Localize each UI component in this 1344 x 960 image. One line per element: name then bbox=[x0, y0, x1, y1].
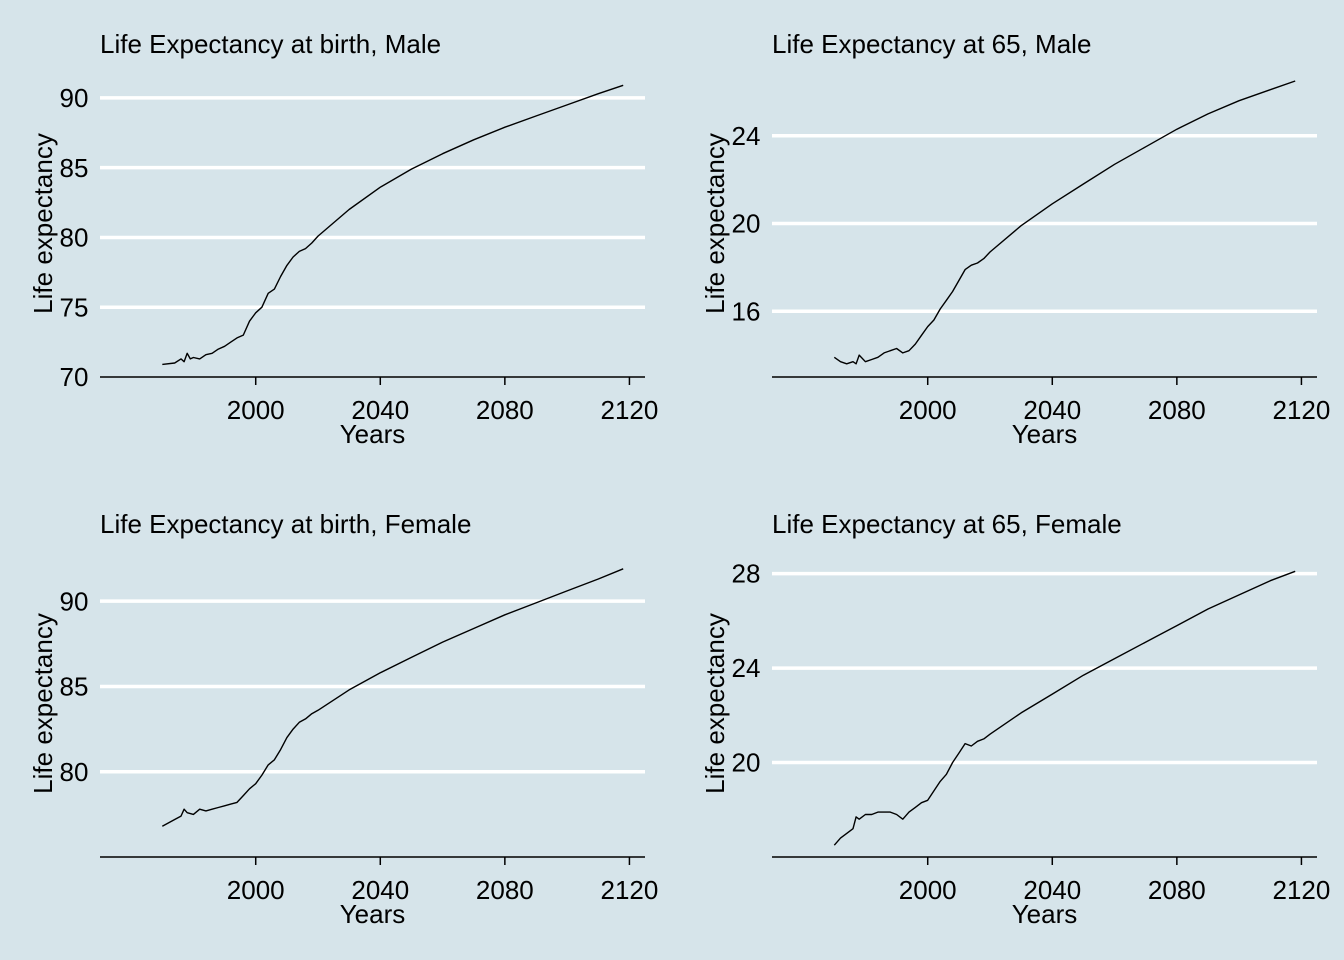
y-tick-label: 90 bbox=[60, 586, 89, 616]
chart-panel-4: Life Expectancy at 65, Female 20 24 28 2000 2… bbox=[700, 509, 1330, 929]
x-tick-label: 2040 bbox=[351, 875, 409, 905]
x-tick-label: 2040 bbox=[1023, 395, 1081, 425]
y-tick-label: 28 bbox=[732, 559, 761, 589]
x-tick-label: 2120 bbox=[1273, 395, 1331, 425]
y-tick-label: 75 bbox=[60, 292, 89, 322]
x-tick-label: 2000 bbox=[227, 395, 285, 425]
series-line-1 bbox=[833, 80, 1296, 365]
x-tick-label: 2080 bbox=[476, 395, 534, 425]
x-tick-label: 2040 bbox=[1023, 875, 1081, 905]
chart-title: Life Expectancy at 65, Female bbox=[772, 509, 1122, 539]
y-tick-label: 20 bbox=[732, 209, 761, 239]
y-tick-label: 20 bbox=[732, 748, 761, 778]
x-tick-label: 2080 bbox=[1148, 875, 1206, 905]
y-tick-label: 80 bbox=[60, 757, 89, 787]
x-tick-label: 2120 bbox=[601, 875, 659, 905]
chart-panel-1: Life Expectancy at birth, Male 70 75 80 85 90… bbox=[28, 29, 658, 449]
x-tick-label: 2120 bbox=[1273, 875, 1331, 905]
x-tick-label: 2040 bbox=[351, 395, 409, 425]
x-tick-label: 2000 bbox=[899, 875, 957, 905]
series-line-1 bbox=[161, 568, 624, 827]
x-tick-label: 2080 bbox=[1148, 395, 1206, 425]
chart-title: Life Expectancy at birth, Male bbox=[100, 29, 441, 59]
y-tick-label: 90 bbox=[60, 83, 89, 113]
y-tick-label: 85 bbox=[60, 672, 89, 702]
y-axis-label: Life expectancy bbox=[28, 613, 58, 794]
chart-title: Life Expectancy at birth, Female bbox=[100, 509, 471, 539]
x-tick-label: 2120 bbox=[601, 395, 659, 425]
y-tick-label: 85 bbox=[60, 153, 89, 183]
x-tick-label: 2000 bbox=[899, 395, 957, 425]
x-axis-label: Years bbox=[340, 899, 406, 929]
y-tick-label: 80 bbox=[60, 223, 89, 253]
x-axis-label: Years bbox=[1012, 419, 1078, 449]
y-tick-label: 70 bbox=[60, 362, 89, 392]
x-tick-label: 2080 bbox=[476, 875, 534, 905]
x-tick-label: 2000 bbox=[227, 875, 285, 905]
y-axis-label: Life expectancy bbox=[700, 133, 730, 314]
chart-panel-2: Life Expectancy at 65, Male 16 20 24 2000 204… bbox=[700, 29, 1330, 449]
y-tick-label: 16 bbox=[732, 296, 761, 326]
y-axis-label: Life expectancy bbox=[700, 613, 730, 794]
y-tick-label: 24 bbox=[732, 653, 761, 683]
chart-panel-3: Life Expectancy at birth, Female 80 85 90 20… bbox=[28, 509, 658, 929]
x-axis-label: Years bbox=[340, 419, 406, 449]
y-tick-label: 24 bbox=[732, 121, 761, 151]
series-line-1 bbox=[162, 84, 624, 366]
chart-title: Life Expectancy at 65, Male bbox=[772, 29, 1091, 59]
x-axis-label: Years bbox=[1012, 899, 1078, 929]
series-line-1 bbox=[833, 570, 1296, 846]
y-axis-label: Life expectancy bbox=[28, 133, 58, 314]
